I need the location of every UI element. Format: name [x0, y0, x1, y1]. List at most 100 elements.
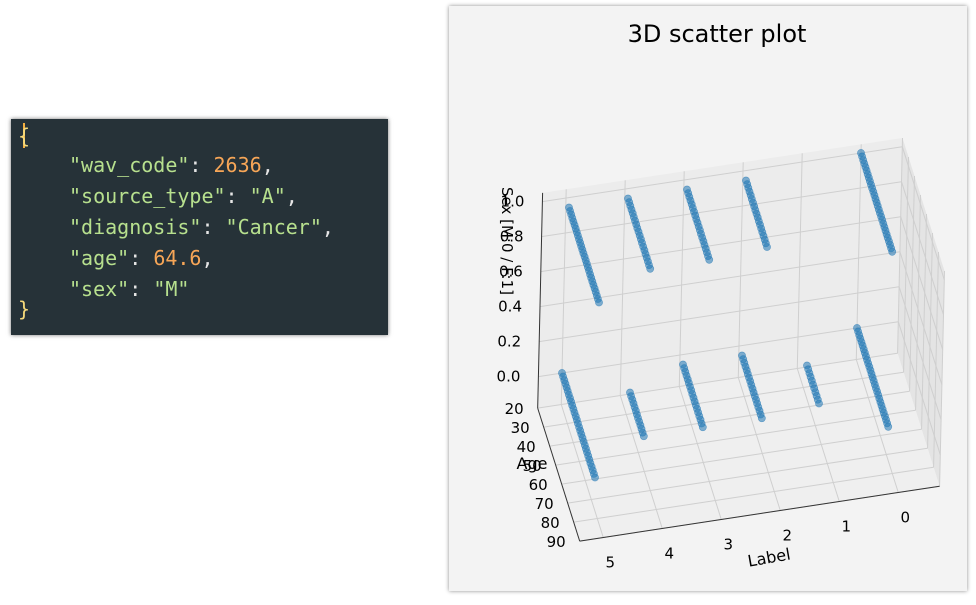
z-tick-label: 0.2 — [497, 333, 521, 351]
z-tick-label: 0.8 — [500, 228, 524, 246]
z-axis-line — [537, 192, 544, 409]
floor-pane — [537, 353, 940, 542]
grid-line-sex-side — [898, 286, 942, 420]
z-axis-label: Sex [M:0 / F:1] — [498, 187, 516, 295]
json-line-sex: "sex": "M" — [69, 277, 190, 301]
json-line-wav-code: "wav_code": 2636, — [69, 153, 274, 177]
grid-line-sex-side — [901, 146, 945, 280]
grid-line-sex-side — [900, 216, 944, 350]
scatter-point — [698, 423, 707, 432]
grid-line-age-floor — [561, 428, 922, 485]
z-tick-label: 1.0 — [501, 193, 525, 211]
grid-line-sex-back — [541, 181, 902, 238]
json-line-source-type: "source_type": "A", — [69, 184, 298, 208]
scatter-point — [705, 255, 714, 264]
grid-line-x-floor — [737, 377, 781, 511]
grid-line-sex-side — [899, 251, 943, 385]
text-cursor — [23, 123, 25, 148]
grid-line-age-floor — [573, 466, 934, 523]
label-tick-label: 1 — [842, 518, 852, 536]
grid-line-x-back — [855, 144, 862, 360]
grid-line-x-floor — [855, 359, 899, 493]
grid-line-x-floor — [796, 368, 840, 502]
grid-line-x-back — [678, 171, 685, 387]
chart-title: 3D scatter plot — [628, 20, 807, 48]
grid-line-sex-back — [539, 286, 900, 343]
age-tick-label: 50 — [523, 457, 542, 475]
age-tick-label: 70 — [535, 495, 554, 513]
age-axis-line — [537, 407, 581, 542]
grid-line-x-back — [619, 180, 626, 396]
axis-lines — [537, 192, 940, 542]
grid-line-age-floor — [549, 390, 910, 447]
scatter-point — [815, 399, 823, 408]
grid-line-sex-back — [538, 321, 899, 378]
data-points — [558, 149, 897, 482]
label-tick-label: 0 — [901, 509, 911, 527]
grid-lines — [537, 137, 945, 542]
z-tick-label: 0.4 — [498, 298, 522, 316]
scatter-point — [763, 243, 771, 251]
age-tick-label: 60 — [529, 476, 548, 494]
grid-line-x-floor — [619, 395, 663, 529]
age-tick-label: 80 — [541, 514, 560, 532]
json-line-age: "age": 64.6, — [69, 246, 214, 270]
age-tick-label: 20 — [505, 400, 524, 418]
grid-line-age-side — [939, 270, 945, 487]
label-tick-label: 5 — [606, 554, 616, 572]
grid-line-x-back — [560, 189, 567, 405]
json-value: 64.6 — [153, 246, 202, 270]
age-tick-label: 30 — [511, 419, 530, 437]
json-key: "age" — [69, 246, 130, 270]
grid-line-age-floor — [555, 409, 916, 466]
json-value: "Cancer" — [225, 215, 322, 239]
axis-panes — [537, 137, 945, 542]
age-tick-label: 40 — [517, 438, 536, 456]
json-close-brace: } — [18, 297, 31, 321]
grid-line-x-floor — [678, 386, 722, 520]
z-tick-label: 0.6 — [499, 263, 523, 281]
grid-line-age-side — [909, 175, 915, 392]
grid-line-age-side — [903, 156, 909, 373]
scatter-point — [639, 432, 648, 441]
side-pane — [897, 137, 945, 487]
json-key: "diagnosis" — [69, 215, 202, 239]
grid-line-age-side — [921, 213, 927, 430]
scatter-point — [646, 264, 655, 273]
age-tick-label: 90 — [547, 533, 566, 551]
label-axis-line — [579, 485, 940, 542]
json-open-brace: { — [18, 124, 31, 148]
grid-line-age-side — [897, 137, 903, 354]
grid-line-age-side — [927, 232, 933, 449]
scatter-point — [888, 247, 897, 256]
json-key: "sex" — [69, 277, 130, 301]
json-value: "M" — [153, 277, 190, 301]
grid-line-sex-side — [901, 181, 944, 315]
json-value: 2636 — [213, 153, 262, 177]
json-value: "A" — [249, 184, 286, 208]
label-tick-label: 3 — [724, 536, 734, 554]
grid-line-age-floor — [543, 371, 904, 428]
x-axis-label: Label — [746, 544, 792, 570]
z-tick-label: 0.0 — [497, 368, 521, 386]
grid-line-x-back — [737, 162, 744, 378]
label-tick-label: 4 — [665, 545, 675, 563]
scatter-point — [595, 298, 603, 307]
scatter-point — [757, 414, 766, 423]
scatter-point — [591, 473, 599, 482]
json-key: "wav_code" — [69, 153, 190, 177]
grid-line-sex-back — [540, 216, 901, 273]
grid-line-x-floor — [560, 404, 604, 538]
scatter-chart-panel: 0.0 0.2 0.4 0.6 0.8 1.0 20 30 40 50 60 70 80 90 0 1 2 3 4 5… — [449, 6, 967, 591]
grid-line-sex-side — [897, 321, 941, 455]
json-line-diagnosis: "diagnosis": "Cancer", — [69, 215, 334, 239]
grid-line-age-side — [933, 251, 939, 468]
grid-line-sex-back — [542, 146, 903, 203]
scatter-point — [884, 422, 893, 431]
json-sample-panel: { "wav_code": 2636, "source_type": "A", … — [11, 119, 388, 335]
grid-line-age-side — [915, 194, 921, 411]
grid-line-age-floor — [567, 447, 928, 504]
grid-line-x-back — [796, 153, 803, 369]
